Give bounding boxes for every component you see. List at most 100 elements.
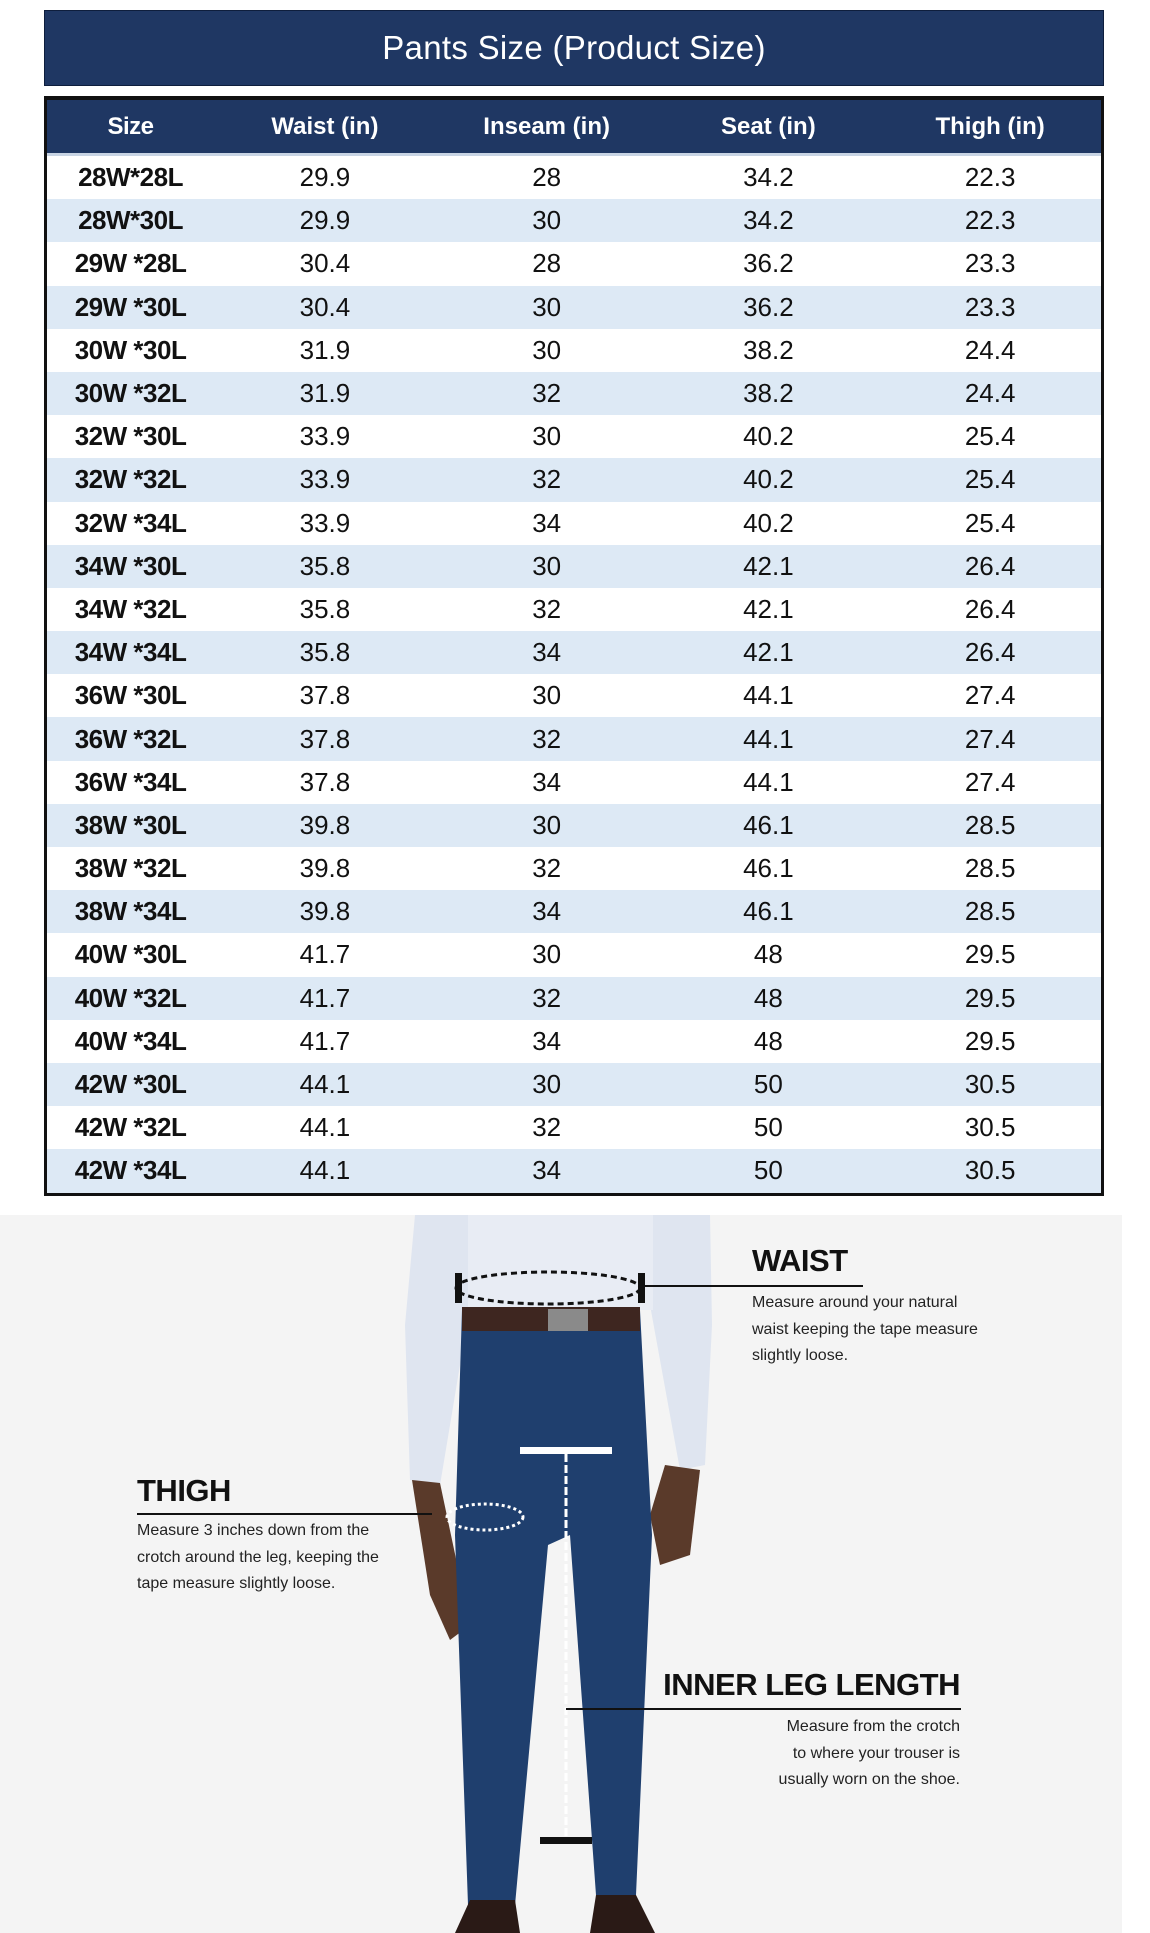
- inner-leg-description: Measure from the crotch to where your tr…: [779, 1714, 960, 1794]
- value-cell: 29.9: [299, 205, 351, 236]
- value-cell: 26.4: [964, 593, 1016, 624]
- size-cell: 36W *30L: [74, 680, 187, 711]
- desc-line: waist keeping the tape measure: [752, 1320, 978, 1338]
- desc-line: slightly loose.: [752, 1347, 849, 1364]
- value-cell: 29.5: [964, 939, 1016, 970]
- table-row: 40W *30L 41.7 30 48 29.5: [47, 933, 1101, 976]
- waist-label: WAIST: [752, 1243, 848, 1278]
- table-row: 29W *30L 30.4 30 36.2 23.3: [47, 285, 1101, 329]
- value-cell: 30: [532, 809, 562, 840]
- value-cell: 40.2: [743, 421, 794, 452]
- value-cell: 28: [532, 162, 562, 193]
- size-cell: 40W *34L: [74, 1025, 187, 1056]
- table-row: 28W*28L 29.9 28 34.2 22.3: [47, 156, 1101, 199]
- column-header: Waist (in): [271, 112, 379, 140]
- value-cell: 35.8: [299, 550, 351, 581]
- thigh-description: Measure 3 inches down from the crotch ar…: [137, 1518, 379, 1598]
- table-row: 30W *30L 31.9 30 38.2 24.4: [47, 329, 1101, 372]
- value-cell: 50: [753, 1112, 783, 1143]
- value-cell: 44.1: [299, 1069, 351, 1100]
- value-cell: 46.1: [743, 853, 794, 884]
- value-cell: 30.5: [964, 1155, 1016, 1186]
- value-cell: 28.5: [964, 853, 1016, 884]
- table-row: 40W *34L 41.7 34 48 29.5: [47, 1020, 1101, 1063]
- size-cell: 36W *32L: [74, 723, 187, 754]
- size-cell: 38W *34L: [74, 896, 187, 927]
- value-cell: 42.1: [743, 593, 794, 624]
- value-cell: 35.8: [299, 637, 351, 668]
- size-table: Size Waist (in) Inseam (in) Seat (in) Thigh …: [44, 96, 1104, 1196]
- value-cell: 41.7: [299, 939, 351, 970]
- value-cell: 48: [753, 982, 783, 1013]
- value-cell: 30: [532, 1069, 562, 1100]
- value-cell: 34: [532, 507, 562, 538]
- value-cell: 34: [532, 1155, 562, 1186]
- desc-line: Measure from the crotch: [786, 1718, 960, 1735]
- desc-line: Measure around your natural: [752, 1294, 958, 1311]
- table-row: 36W *30L 37.8 30 44.1 27.4: [47, 674, 1101, 717]
- value-cell: 28: [532, 248, 562, 279]
- size-cell: 28W*30L: [78, 205, 183, 236]
- size-cell: 29W *28L: [74, 248, 187, 279]
- value-cell: 30: [532, 334, 562, 365]
- chart-title: Pants Size (Product Size): [44, 10, 1104, 86]
- value-cell: 23.3: [964, 291, 1016, 322]
- value-cell: 34: [532, 766, 562, 797]
- size-cell: 42W *30L: [74, 1069, 187, 1100]
- value-cell: 30: [532, 680, 562, 711]
- value-cell: 30: [532, 939, 562, 970]
- value-cell: 29.5: [964, 1025, 1016, 1056]
- size-cell: 34W *34L: [74, 637, 187, 668]
- value-cell: 32: [532, 593, 562, 624]
- table-row: 34W *34L 35.8 34 42.1 26.4: [47, 631, 1101, 675]
- size-cell: 32W *34L: [74, 507, 187, 538]
- value-cell: 30: [532, 550, 562, 581]
- value-cell: 32: [532, 723, 562, 754]
- value-cell: 30.5: [964, 1069, 1016, 1100]
- waist-description: Measure around your natural waist keepin…: [752, 1290, 978, 1370]
- table-row: 36W *34L 37.8 34 44.1 27.4: [47, 761, 1101, 804]
- value-cell: 44.1: [299, 1112, 351, 1143]
- value-cell: 30.5: [964, 1112, 1016, 1143]
- value-cell: 28.5: [964, 896, 1016, 927]
- table-row: 34W *32L 35.8 32 42.1 26.4: [47, 588, 1101, 631]
- table-row: 30W *32L 31.9 32 38.2 24.4: [47, 371, 1101, 416]
- value-cell: 50: [753, 1069, 783, 1100]
- value-cell: 36.2: [743, 248, 794, 279]
- value-cell: 23.3: [964, 248, 1016, 279]
- value-cell: 34: [532, 637, 562, 668]
- value-cell: 33.9: [299, 507, 351, 538]
- column-header: Seat (in): [721, 112, 816, 140]
- value-cell: 44.1: [743, 723, 794, 754]
- value-cell: 36.2: [743, 291, 794, 322]
- value-cell: 32: [532, 1112, 562, 1143]
- table-row: 38W *34L 39.8 34 46.1 28.5: [47, 890, 1101, 934]
- size-cell: 30W *32L: [74, 378, 187, 409]
- size-cell: 34W *30L: [74, 550, 187, 581]
- value-cell: 33.9: [299, 421, 351, 452]
- size-cell: 32W *32L: [74, 464, 187, 495]
- desc-line: usually worn on the shoe.: [778, 1771, 960, 1788]
- value-cell: 39.8: [299, 853, 351, 884]
- size-cell: 32W *30L: [74, 421, 187, 452]
- value-cell: 28.5: [964, 809, 1016, 840]
- table-row: 36W *32L 37.8 32 44.1 27.4: [47, 717, 1101, 761]
- table-row: 38W *32L 39.8 32 46.1 28.5: [47, 847, 1101, 890]
- thigh-label: THIGH: [137, 1473, 231, 1508]
- value-cell: 31.9: [299, 378, 351, 409]
- size-cell: 42W *34L: [74, 1155, 187, 1186]
- value-cell: 46.1: [743, 896, 794, 927]
- size-cell: 34W *32L: [74, 593, 187, 624]
- desc-line: Measure 3 inches down from the: [137, 1522, 370, 1539]
- value-cell: 25.4: [964, 464, 1016, 495]
- value-cell: 44.1: [743, 680, 794, 711]
- value-cell: 34: [532, 1025, 562, 1056]
- size-cell: 36W *34L: [74, 766, 187, 797]
- value-cell: 26.4: [964, 550, 1016, 581]
- table-row: 32W *34L 33.9 34 40.2 25.4: [47, 502, 1101, 545]
- inner-leg-label: INNER LEG LENGTH: [663, 1667, 960, 1702]
- value-cell: 46.1: [743, 809, 794, 840]
- value-cell: 24.4: [964, 334, 1016, 365]
- value-cell: 32: [532, 378, 562, 409]
- desc-line: to where your trouser is: [792, 1744, 960, 1762]
